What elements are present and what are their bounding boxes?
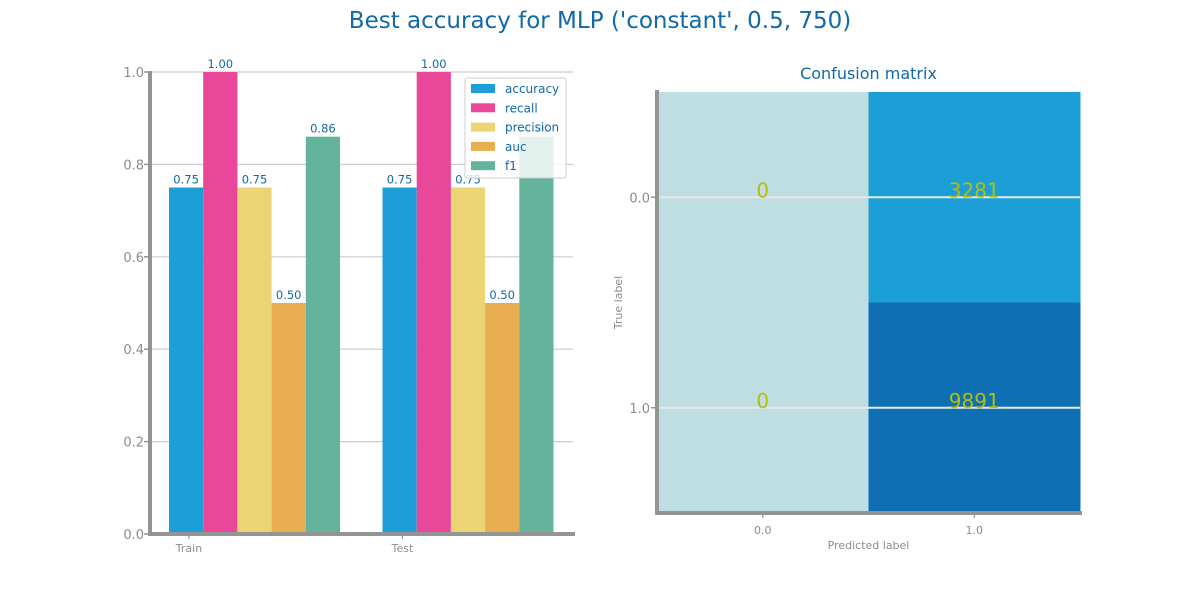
legend: accuracy recall precision auc f1 xyxy=(464,77,567,179)
cm-y-tick-label: 0.0 xyxy=(629,191,650,206)
y-tick-label: 0.4 xyxy=(123,343,144,358)
cm-cell-value: 9891 xyxy=(949,389,1000,413)
y-tick-label: 0.8 xyxy=(123,158,144,173)
cm-cell-value: 3281 xyxy=(949,178,1000,202)
confusion-matrix-title: Confusion matrix xyxy=(800,64,937,83)
bar-accuracy-test xyxy=(382,187,417,534)
legend-swatch-auc xyxy=(471,141,495,151)
legend-swatch-precision xyxy=(471,122,495,132)
legend-label-auc: auc xyxy=(505,140,527,154)
bar-precision-train xyxy=(237,187,272,534)
y-tick-label: 0.0 xyxy=(123,528,144,543)
legend-box xyxy=(464,77,567,179)
bar-precision-test xyxy=(450,187,486,534)
bar-auc-test xyxy=(485,303,520,534)
bar-auc-train xyxy=(271,303,306,534)
y-tick-label: 0.2 xyxy=(123,436,144,451)
x-tick-label: Test xyxy=(391,542,414,555)
figure-title: Best accuracy for MLP ('constant', 0.5, … xyxy=(348,8,852,34)
bar-f1-train xyxy=(305,136,340,534)
legend-label-recall: recall xyxy=(505,101,538,115)
data-label: 0.75 xyxy=(173,173,199,187)
confusion-matrix-chart: Confusion matrix 0.0 1.0 0 3281 0 9891 0.0 1.0 Pr… xyxy=(612,64,1082,552)
legend-label-f1: f1 xyxy=(505,159,517,173)
data-label: 0.75 xyxy=(242,173,268,187)
data-label: 0.75 xyxy=(387,173,413,187)
cm-ylabel: True label xyxy=(612,276,625,330)
y-tick-label: 1.0 xyxy=(123,66,144,81)
y-tick-label: 0.6 xyxy=(123,251,144,266)
bar-accuracy-train xyxy=(169,187,204,534)
cm-cell-value: 0 xyxy=(756,389,769,413)
cm-y-tick-label: 1.0 xyxy=(629,402,650,417)
data-label: 1.00 xyxy=(421,57,447,71)
x-tick-label: Train xyxy=(175,542,202,555)
legend-swatch-f1 xyxy=(471,161,495,171)
bar-recall-test xyxy=(416,72,451,534)
cm-xlabel: Predicted label xyxy=(828,539,910,552)
cm-cell-value: 0 xyxy=(756,178,769,202)
bar-recall-train xyxy=(203,72,238,534)
data-label: 0.86 xyxy=(310,122,336,136)
metrics-bar-chart: 0.0 0.2 0.4 0.6 0.8 1.0 0.75 1.00 0.75 0.50 0.86 Tr… xyxy=(123,57,575,555)
cm-x-tick-label: 0.0 xyxy=(754,524,772,537)
legend-label-precision: precision xyxy=(505,121,559,135)
data-label: 0.50 xyxy=(489,288,515,302)
bar-f1-test xyxy=(519,136,554,534)
legend-swatch-accuracy xyxy=(471,84,495,93)
cm-x-tick-label: 1.0 xyxy=(966,524,984,537)
data-label: 1.00 xyxy=(207,57,233,71)
legend-swatch-recall xyxy=(471,103,495,113)
legend-label-accuracy: accuracy xyxy=(505,82,559,96)
data-label: 0.50 xyxy=(276,288,302,302)
